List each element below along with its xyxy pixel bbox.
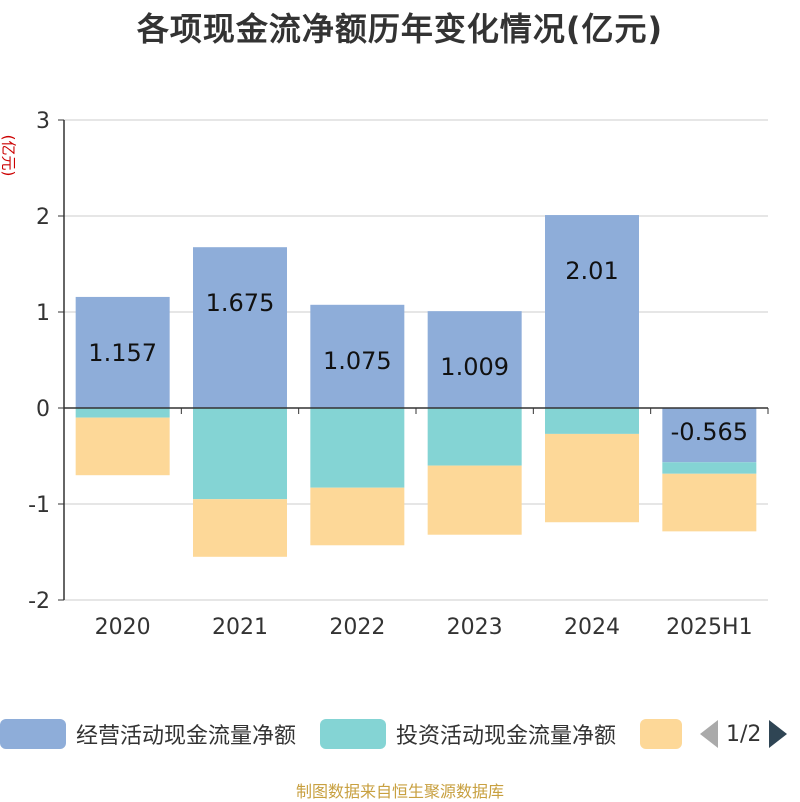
- bar-1: [75, 296, 170, 408]
- bar-2: [193, 408, 287, 500]
- bar-2: [310, 408, 405, 488]
- bar-2: [75, 408, 170, 418]
- legend: 经营活动现金流量净额 投资活动现金流量净额 1/2: [0, 716, 800, 752]
- bar-1: [545, 215, 639, 408]
- data-label: 1.157: [88, 339, 157, 367]
- bar-3: [75, 417, 170, 476]
- legend-swatch-operating: [0, 719, 66, 749]
- x-tick-label: 2024: [564, 615, 620, 640]
- bar-1: [427, 311, 522, 408]
- legend-item-operating[interactable]: 经营活动现金流量净额: [0, 716, 296, 752]
- bar-2: [662, 462, 757, 474]
- y-tick-label: 3: [36, 109, 50, 134]
- legend-page-indicator: 1/2: [726, 721, 762, 747]
- bar-3: [310, 487, 405, 546]
- bar-1: [193, 247, 287, 408]
- bar-3: [427, 465, 522, 535]
- legend-item-third[interactable]: [640, 716, 682, 752]
- data-source-note: 制图数据来自恒生聚源数据库: [295, 782, 504, 801]
- legend-swatch-investing: [320, 719, 386, 749]
- x-tick-label: 2021: [212, 615, 268, 640]
- data-label: 1.075: [323, 347, 392, 375]
- legend-swatch-third: [640, 719, 682, 749]
- bar-chart: -2 -1 0 1 2 3 1.157 2020 1.675 2021 1.075 2022 1.009…: [28, 109, 769, 640]
- bar-3: [662, 473, 757, 532]
- x-tick-label: 2025H1: [666, 615, 753, 640]
- bar-2: [545, 408, 639, 434]
- bar-1: [310, 304, 405, 408]
- y-tick-label: 0: [36, 397, 50, 422]
- legend-label-operating: 经营活动现金流量净额: [76, 724, 297, 749]
- bar-1: [662, 408, 757, 463]
- data-label: -0.565: [671, 418, 748, 446]
- bar-2: [427, 408, 522, 466]
- y-tick-label: 2: [36, 205, 50, 230]
- legend-item-investing[interactable]: 投资活动现金流量净额: [320, 716, 616, 752]
- y-tick-label: 1: [36, 301, 50, 326]
- next-page-arrow-icon[interactable]: [769, 720, 788, 748]
- legend-label-investing: 投资活动现金流量净额: [396, 724, 617, 749]
- chart-title: 各项现金流净额历年变化情况(亿元): [136, 10, 664, 48]
- data-label: 1.675: [206, 289, 275, 317]
- y-tick-label: -1: [28, 493, 50, 518]
- legend-pager: 1/2: [700, 716, 788, 752]
- x-tick-label: 2023: [447, 615, 503, 640]
- x-tick-label: 2022: [329, 615, 385, 640]
- prev-page-arrow-icon[interactable]: [700, 720, 718, 748]
- data-label: 2.01: [565, 257, 618, 285]
- x-tick-label: 2020: [95, 615, 151, 640]
- bar-3: [193, 499, 287, 557]
- data-label: 1.009: [440, 353, 509, 381]
- y-tick-label: -2: [28, 589, 50, 614]
- bar-3: [545, 433, 639, 523]
